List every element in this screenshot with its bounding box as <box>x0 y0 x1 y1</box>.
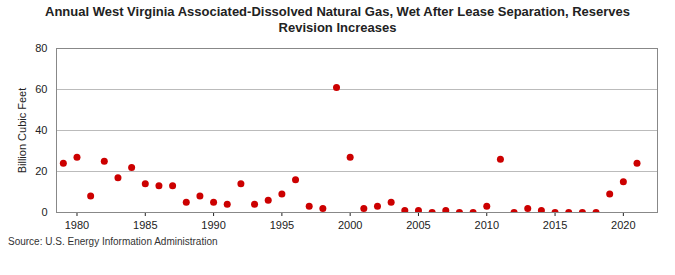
svg-text:1980: 1980 <box>65 219 89 231</box>
svg-text:40: 40 <box>35 124 47 136</box>
svg-text:2010: 2010 <box>475 219 499 231</box>
svg-text:80: 80 <box>35 42 47 54</box>
svg-text:0: 0 <box>41 206 47 218</box>
svg-text:1990: 1990 <box>201 219 225 231</box>
svg-text:1985: 1985 <box>133 219 157 231</box>
svg-text:Billion Cubic Feet: Billion Cubic Feet <box>16 88 28 174</box>
svg-text:1995: 1995 <box>270 219 294 231</box>
svg-text:2000: 2000 <box>338 219 362 231</box>
svg-text:2005: 2005 <box>406 219 430 231</box>
svg-text:2015: 2015 <box>543 219 567 231</box>
svg-text:20: 20 <box>35 165 47 177</box>
svg-text:60: 60 <box>35 83 47 95</box>
html-text:Source: U.S. Energy Informatio: Source: U.S. Energy Information Administ… <box>8 236 218 247</box>
html-text:Annual West Virginia Associate: Annual West Virginia Associated-Dissolve… <box>45 4 630 35</box>
svg-text:2020: 2020 <box>611 219 635 231</box>
